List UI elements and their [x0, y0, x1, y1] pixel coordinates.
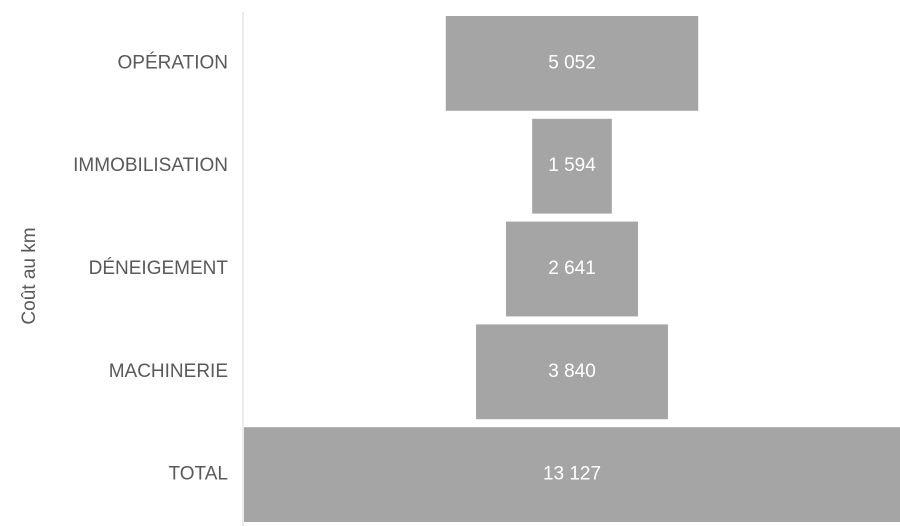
data-label-deneigement: 2 641: [548, 258, 596, 279]
bar-machinerie: [476, 324, 668, 420]
bar-labels-group: 5 052 1 594 2 641 3 840 13 127: [543, 52, 601, 484]
data-label-total: 13 127: [543, 464, 601, 485]
category-label-total: TOTAL: [169, 464, 228, 485]
bar-immobilisation: [532, 118, 612, 214]
category-label-deneigement: DÉNEIGEMENT: [89, 258, 229, 279]
y-axis-title: Coût au km: [19, 227, 40, 324]
bars-group: [244, 16, 900, 522]
bar-total: [244, 427, 900, 522]
category-labels-group: OPÉRATION IMMOBILISATION DÉNEIGEMENT MACHIN…: [73, 52, 228, 484]
category-label-operation: OPÉRATION: [118, 52, 229, 73]
bar-operation: [445, 16, 699, 111]
data-label-immobilisation: 1 594: [548, 155, 596, 176]
data-label-machinerie: 3 840: [548, 361, 596, 382]
category-label-machinerie: MACHINERIE: [109, 361, 228, 382]
data-label-operation: 5 052: [548, 52, 596, 73]
bar-deneigement: [506, 221, 638, 317]
category-label-immobilisation: IMMOBILISATION: [73, 155, 228, 176]
